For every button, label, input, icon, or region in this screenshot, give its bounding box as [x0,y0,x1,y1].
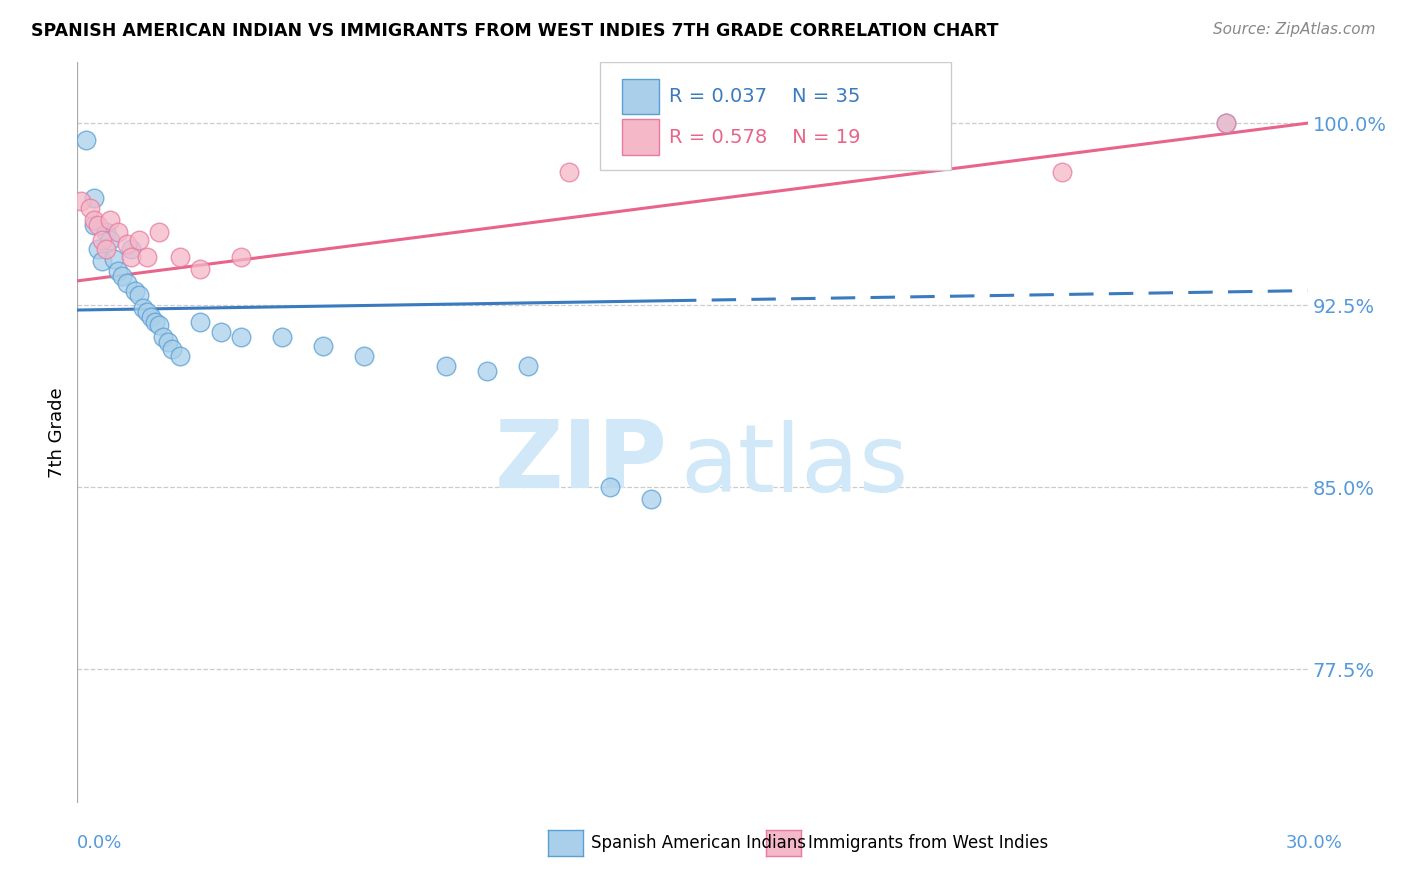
Point [169,250,191,264]
Point [143,315,166,329]
Point [312,339,335,353]
Point [1215,116,1237,130]
Point [132,301,155,315]
Point [94,225,117,239]
Point [98,213,121,227]
Point [87,243,110,257]
Text: 0.0%: 0.0% [77,834,122,852]
Point [477,364,499,378]
Point [75,133,97,147]
FancyBboxPatch shape [600,62,950,169]
Point [188,261,212,276]
Point [231,330,253,344]
Point [231,250,253,264]
Text: Source: ZipAtlas.com: Source: ZipAtlas.com [1212,22,1375,37]
Point [94,243,117,257]
Text: SPANISH AMERICAN INDIAN VS IMMIGRANTS FROM WEST INDIES 7TH GRADE CORRELATION CHA: SPANISH AMERICAN INDIAN VS IMMIGRANTS FR… [31,22,998,40]
Point [152,330,174,344]
Point [209,325,232,339]
Point [83,218,105,232]
Point [124,284,146,298]
Point [1050,164,1073,178]
Text: ZIP: ZIP [495,417,668,508]
Point [70,194,93,208]
Point [79,201,101,215]
Point [640,492,662,507]
Text: atlas: atlas [681,420,908,512]
Point [353,349,375,363]
Point [148,225,170,239]
Point [103,252,125,266]
Text: R = 0.578    N = 19: R = 0.578 N = 19 [669,128,860,146]
Point [120,250,142,264]
Text: Immigrants from West Indies: Immigrants from West Indies [808,834,1049,852]
Point [107,264,129,278]
Text: 30.0%: 30.0% [1286,834,1343,852]
Point [156,334,179,349]
Point [160,342,183,356]
Point [128,233,150,247]
Point [599,480,621,494]
Point [115,237,138,252]
Point [436,359,458,373]
Point [115,277,138,291]
Point [148,318,170,332]
Bar [623,78,659,114]
Text: R = 0.037    N = 35: R = 0.037 N = 35 [669,87,860,106]
Point [90,233,114,247]
Point [141,310,163,325]
Point [517,359,540,373]
Point [107,225,129,239]
Bar [623,120,659,155]
Point [558,164,581,178]
Point [128,288,150,302]
Point [169,349,191,363]
Point [136,250,159,264]
Point [83,191,105,205]
Point [136,305,159,319]
Text: Spanish American Indians: Spanish American Indians [591,834,806,852]
Point [111,268,134,283]
Point [120,243,142,257]
Point [1215,116,1237,130]
Point [98,233,121,247]
Point [271,330,294,344]
Y-axis label: 7th Grade: 7th Grade [48,387,66,478]
Point [87,218,110,232]
Point [90,254,114,268]
Point [188,315,212,329]
Point [83,213,105,227]
